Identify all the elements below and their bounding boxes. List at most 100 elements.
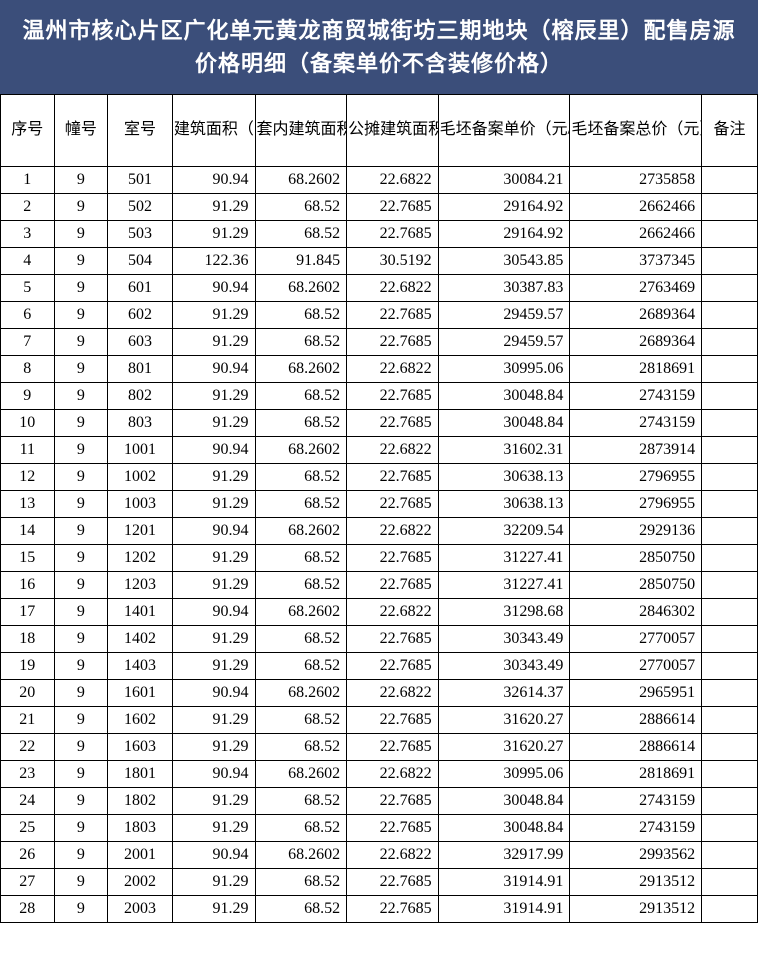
cell-pub: 22.7685 [347,221,439,248]
cell-inner: 68.2602 [255,680,347,707]
cell-note [702,545,758,572]
cell-inner: 68.52 [255,734,347,761]
cell-inner: 68.52 [255,410,347,437]
cell-note [702,599,758,626]
header-price: 毛坯备案单价（元/㎡） [438,95,570,167]
table-row: 239180190.9468.260222.682230995.06281869… [1,761,758,788]
cell-area: 91.29 [172,221,255,248]
cell-area: 90.94 [172,437,255,464]
cell-note [702,410,758,437]
cell-total: 2850750 [570,545,702,572]
cell-inner: 68.52 [255,383,347,410]
cell-price: 30638.13 [438,464,570,491]
cell-room: 1002 [108,464,173,491]
cell-total: 2743159 [570,383,702,410]
header-inner: 套内建筑面积（㎡） [255,95,347,167]
cell-note [702,707,758,734]
table-header: 序号 幢号 室号 建筑面积（㎡） 套内建筑面积（㎡） 公摊建筑面积（㎡） 毛坯备… [1,95,758,167]
header-bldg: 幢号 [54,95,108,167]
cell-note [702,815,758,842]
cell-area: 91.29 [172,491,255,518]
cell-price: 30638.13 [438,491,570,518]
cell-inner: 91.845 [255,248,347,275]
cell-area: 90.94 [172,275,255,302]
cell-price: 30084.21 [438,167,570,194]
cell-bldg: 9 [54,302,108,329]
cell-price: 30343.49 [438,626,570,653]
cell-pub: 22.7685 [347,869,439,896]
table-row: 3950391.2968.5222.768529164.922662466 [1,221,758,248]
cell-price: 30048.84 [438,815,570,842]
cell-price: 30048.84 [438,383,570,410]
cell-pub: 22.7685 [347,410,439,437]
table-row: 10980391.2968.5222.768530048.842743159 [1,410,758,437]
cell-room: 803 [108,410,173,437]
cell-inner: 68.52 [255,491,347,518]
cell-area: 90.94 [172,518,255,545]
cell-pub: 22.7685 [347,653,439,680]
cell-price: 29164.92 [438,194,570,221]
cell-total: 2886614 [570,707,702,734]
cell-inner: 68.52 [255,329,347,356]
cell-note [702,842,758,869]
cell-bldg: 9 [54,464,108,491]
cell-inner: 68.52 [255,653,347,680]
cell-note [702,302,758,329]
table-row: 179140190.9468.260222.682231298.68284630… [1,599,758,626]
cell-price: 32614.37 [438,680,570,707]
cell-area: 91.29 [172,194,255,221]
cell-area: 91.29 [172,410,255,437]
cell-seq: 14 [1,518,55,545]
cell-room: 802 [108,383,173,410]
cell-pub: 22.6822 [347,842,439,869]
cell-room: 1203 [108,572,173,599]
cell-area: 91.29 [172,869,255,896]
cell-area: 90.94 [172,761,255,788]
cell-room: 601 [108,275,173,302]
cell-note [702,383,758,410]
cell-bldg: 9 [54,842,108,869]
table-row: 49504122.3691.84530.519230543.853737345 [1,248,758,275]
cell-inner: 68.52 [255,221,347,248]
cell-note [702,761,758,788]
cell-note [702,356,758,383]
cell-total: 2743159 [570,815,702,842]
cell-price: 31602.31 [438,437,570,464]
cell-room: 1201 [108,518,173,545]
cell-bldg: 9 [54,275,108,302]
table-row: 2950291.2968.5222.768529164.922662466 [1,194,758,221]
cell-pub: 30.5192 [347,248,439,275]
cell-seq: 17 [1,599,55,626]
cell-pub: 22.6822 [347,761,439,788]
cell-room: 1202 [108,545,173,572]
cell-note [702,653,758,680]
cell-bldg: 9 [54,194,108,221]
cell-pub: 22.7685 [347,491,439,518]
cell-pub: 22.7685 [347,788,439,815]
cell-note [702,680,758,707]
cell-total: 2913512 [570,869,702,896]
cell-inner: 68.52 [255,626,347,653]
cell-room: 504 [108,248,173,275]
cell-area: 91.29 [172,788,255,815]
cell-inner: 68.2602 [255,761,347,788]
cell-total: 2993562 [570,842,702,869]
table-row: 139100391.2968.5222.768530638.132796955 [1,491,758,518]
cell-seq: 3 [1,221,55,248]
cell-inner: 68.2602 [255,518,347,545]
cell-price: 31298.68 [438,599,570,626]
cell-seq: 7 [1,329,55,356]
cell-total: 2929136 [570,518,702,545]
cell-area: 90.94 [172,356,255,383]
cell-total: 2818691 [570,356,702,383]
cell-total: 2886614 [570,734,702,761]
cell-seq: 13 [1,491,55,518]
cell-note [702,518,758,545]
cell-price: 30387.83 [438,275,570,302]
cell-seq: 5 [1,275,55,302]
cell-area: 91.29 [172,626,255,653]
cell-note [702,275,758,302]
table-row: 249180291.2968.5222.768530048.842743159 [1,788,758,815]
cell-pub: 22.6822 [347,599,439,626]
table-row: 259180391.2968.5222.768530048.842743159 [1,815,758,842]
